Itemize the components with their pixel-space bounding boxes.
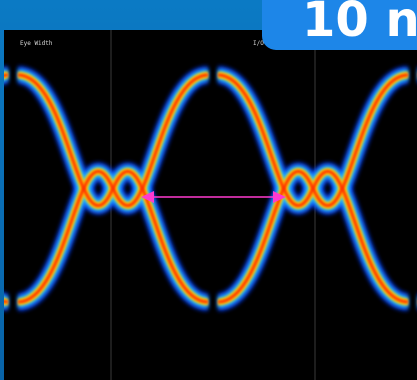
scope-label-left: Eye Width [20, 40, 53, 47]
transition-fall-0-0 [4, 292, 10, 311]
transition-fall-0-3 [4, 299, 9, 304]
transition-rise-0-0 [4, 66, 10, 85]
transition-rise-0-2 [4, 71, 9, 80]
transition-fall-0-2 [4, 297, 9, 306]
eye-diagram [4, 30, 417, 380]
eye-width-arrow [141, 191, 286, 203]
transition-rise-0-3 [4, 73, 9, 78]
transition-fall-1-3 [17, 73, 209, 304]
eye-traces [4, 62, 417, 315]
title-badge: 10 n [262, 0, 417, 50]
oscilloscope-display [4, 30, 417, 380]
transition-fall-0-1 [4, 295, 10, 308]
transition-fall-2-3 [217, 73, 409, 304]
transition-rise-0-1 [4, 69, 10, 82]
scope-label-mid: I/O [253, 40, 264, 47]
arrow-head-right [273, 191, 286, 203]
arrow-head-left [141, 191, 154, 203]
